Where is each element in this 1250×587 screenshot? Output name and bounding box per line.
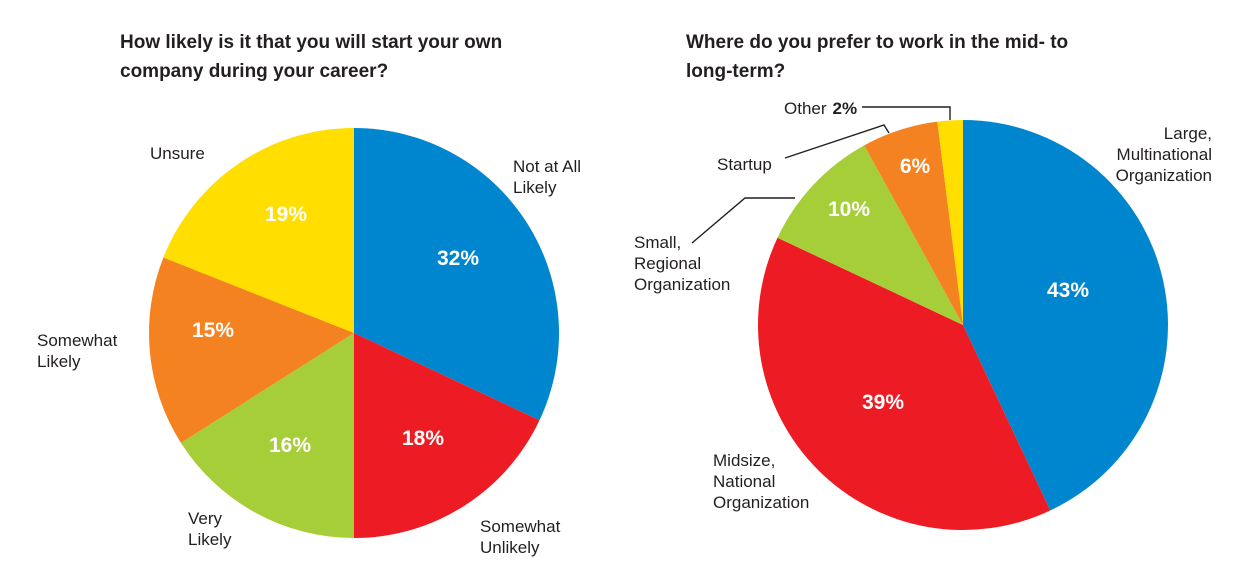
pct-label-startup: 6%: [900, 155, 931, 178]
category-label-not-at-all-likely: Not at All Likely: [513, 157, 581, 197]
pct-label-very-likely: 16%: [269, 434, 311, 457]
category-label-small-regional-organization: Small, Regional Organization: [634, 233, 730, 294]
category-label-unsure: Unsure: [150, 144, 205, 163]
pct-label-unsure: 19%: [265, 203, 307, 226]
leader-lines: [691, 106, 951, 244]
pct-label-midsize-national-organization: 39%: [862, 391, 904, 414]
pie-slice-somewhat-unlikely: [354, 333, 540, 538]
pie-chart-right: 43% Large, Multinational Organization 39% Mid…: [634, 99, 1212, 530]
pct-label-other: 2%: [833, 99, 858, 118]
category-label-midsize-national-organization: Midsize, National Organization: [713, 451, 809, 512]
pct-label-not-at-all-likely: 32%: [437, 247, 479, 270]
pie-slice-not-at-all-likely: [354, 128, 559, 421]
pie-slice-midsize-national-organization: [758, 237, 1051, 530]
pct-label-large-multinational-organization: 43%: [1047, 279, 1089, 302]
pie-chart-left: 32% Not at All Likely 18% Somewhat Unlikely 16…: [37, 128, 581, 557]
pie-slice-startup: [864, 121, 963, 326]
pct-label-somewhat-likely: 15%: [192, 319, 234, 342]
pie-slice-other: [937, 120, 963, 325]
pie-slice-very-likely: [180, 333, 354, 538]
pct-label-somewhat-unlikely: 18%: [402, 427, 444, 450]
category-label-large-multinational-organization: Large, Multinational Organization: [1116, 124, 1212, 185]
pie-slice-large-multinational-organization: [963, 120, 1168, 511]
chart-title-right: Where do you prefer to work in the mid- …: [686, 32, 1069, 82]
category-label-other: Other 2%: [784, 99, 857, 118]
leader-line-small-regional: [691, 197, 795, 244]
category-label-very-likely: Very Likely: [188, 509, 232, 549]
category-label-somewhat-unlikely: Somewhat Unlikely: [480, 517, 561, 557]
category-label-startup: Startup: [717, 155, 772, 174]
category-label-somewhat-likely: Somewhat Likely: [37, 331, 118, 371]
pie-slice-small-regional-organization: [777, 145, 963, 325]
pie-slice-somewhat-likely: [149, 257, 354, 443]
chart-title-left: How likely is it that you will start you…: [120, 32, 503, 82]
pct-label-small-regional-organization: 10%: [828, 198, 870, 221]
leader-line-startup: [784, 124, 890, 159]
leader-line-other: [862, 106, 951, 120]
pie-slice-unsure: [163, 128, 354, 333]
